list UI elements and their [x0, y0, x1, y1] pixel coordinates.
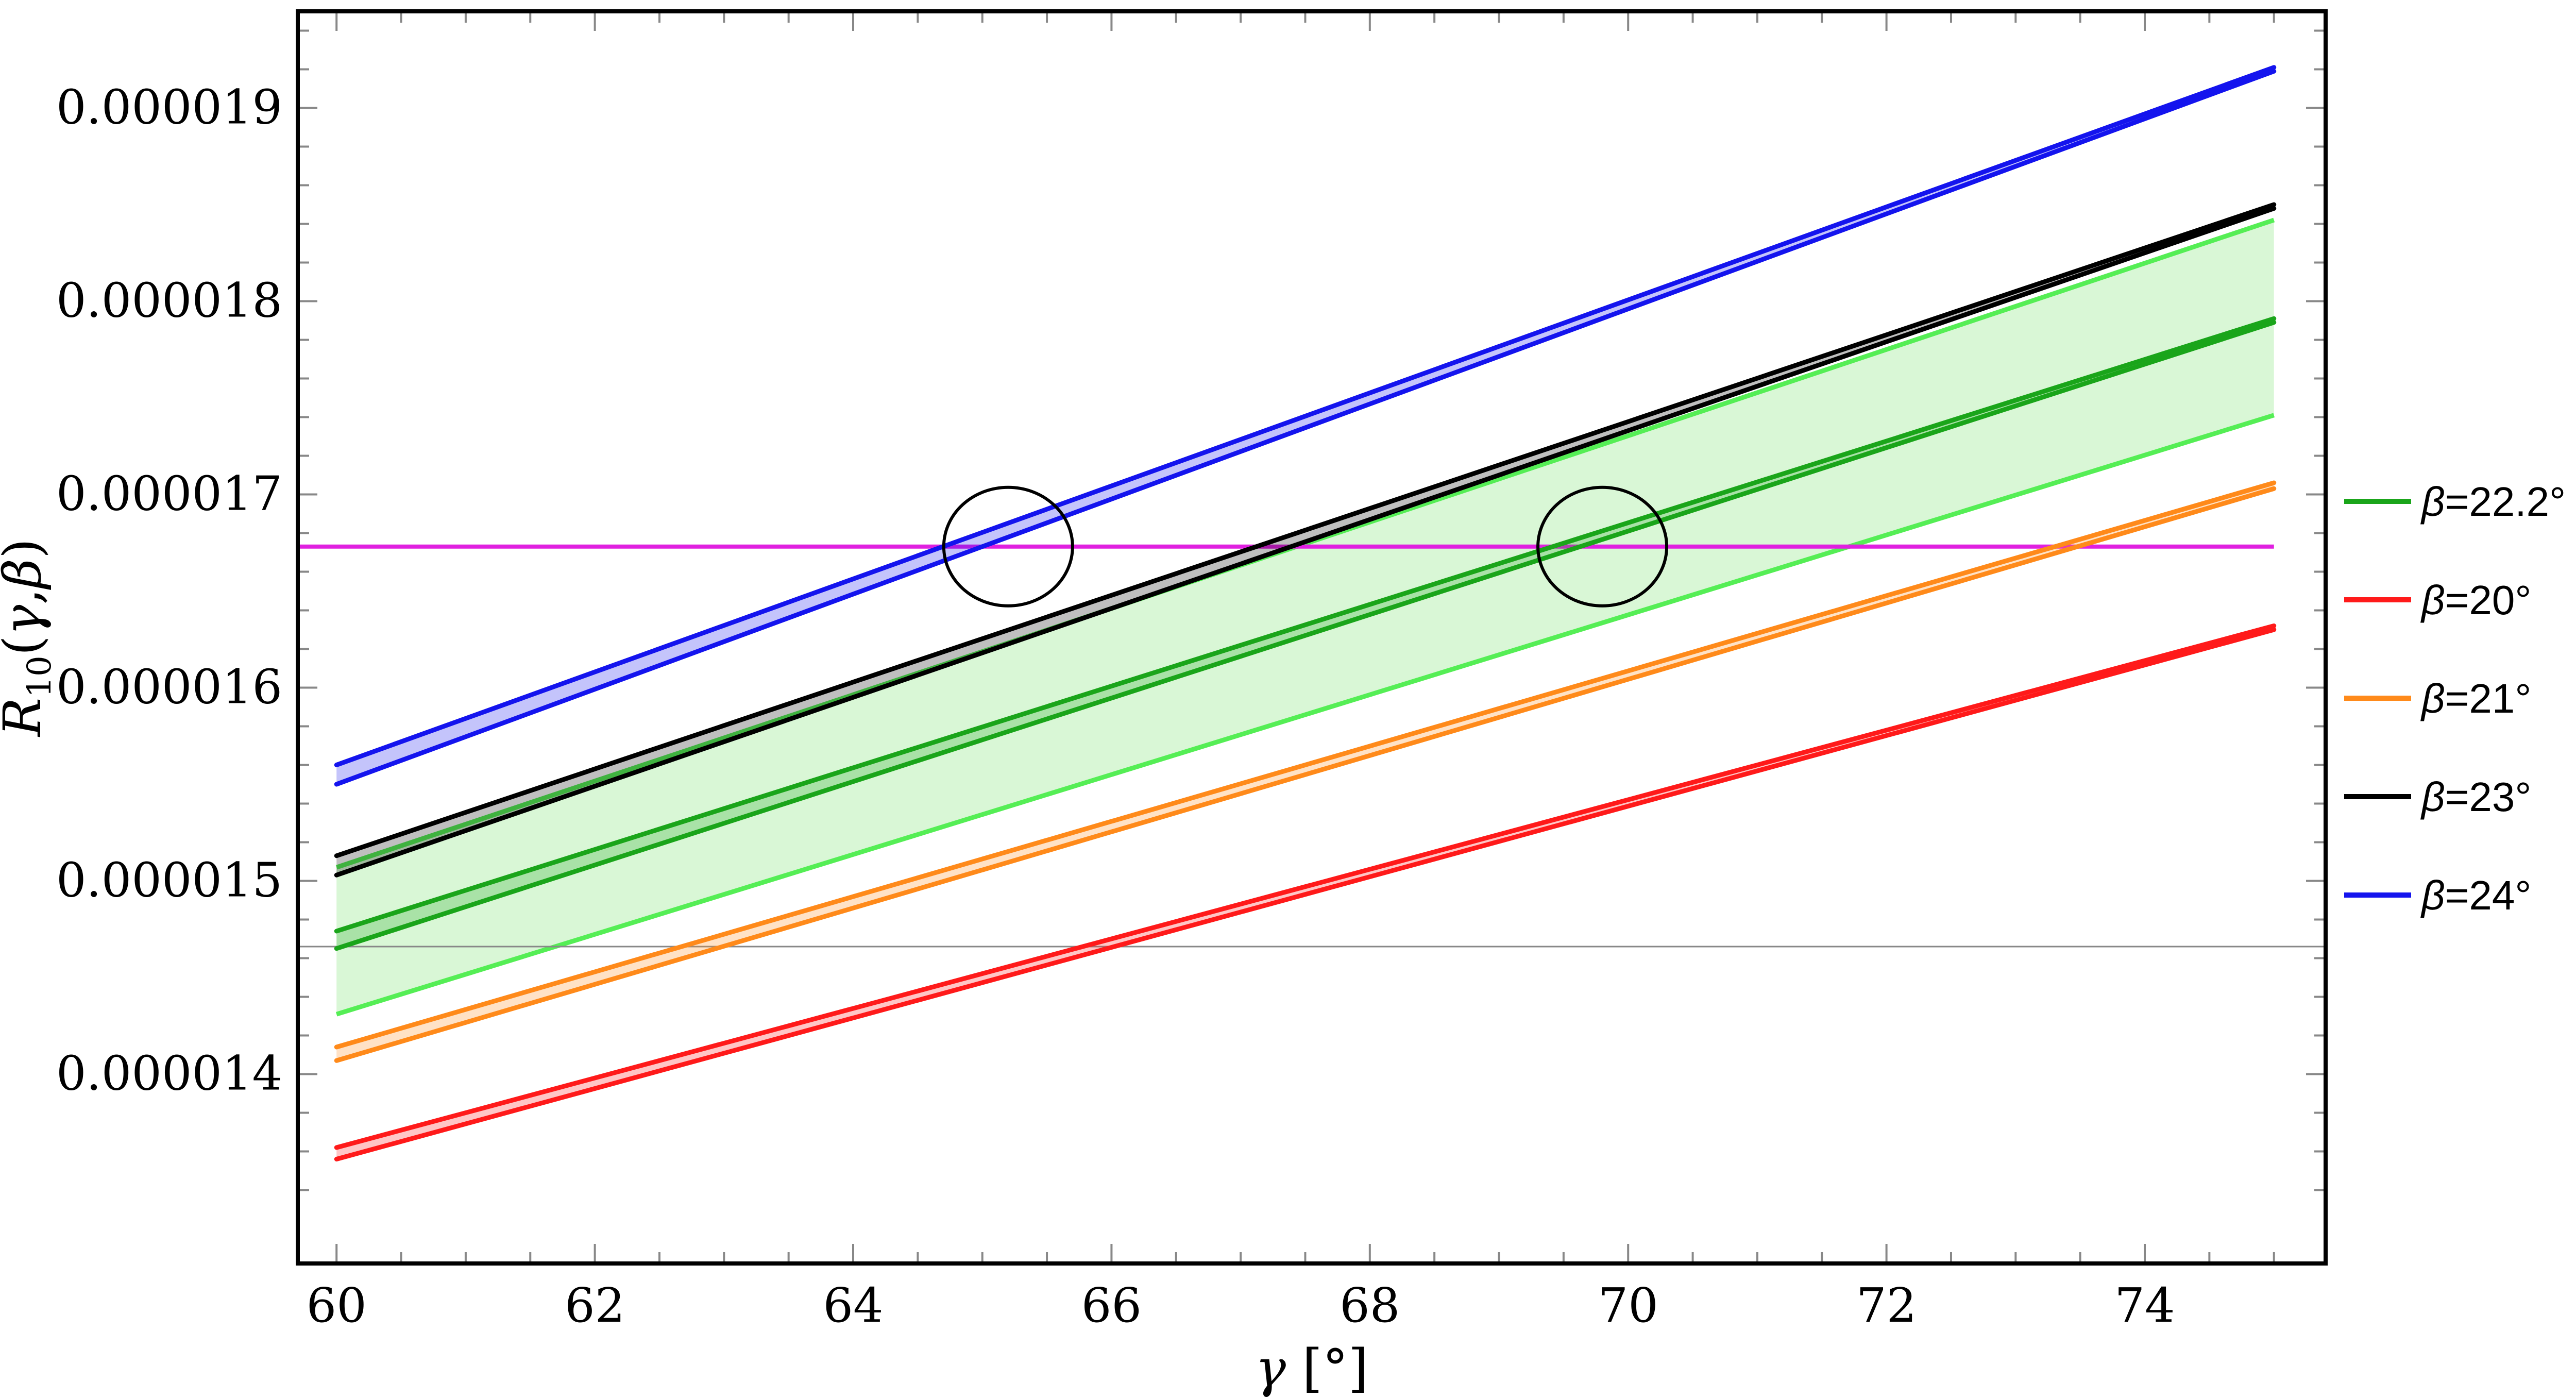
y-tick-label: 0.000015 — [56, 853, 282, 908]
series-5-line-2 — [334, 69, 2277, 787]
legend-label-4: β=23° — [2420, 774, 2531, 820]
series-4-line-2 — [334, 206, 2277, 878]
band-lower-edge — [335, 413, 2275, 1017]
series-2-line-1 — [334, 623, 2277, 1150]
series-layer — [334, 65, 2277, 1161]
x-tick-label: 64 — [823, 1278, 883, 1333]
y-tick-label: 0.000019 — [56, 80, 282, 135]
x-tick-labels: 60 62 64 66 68 70 72 74 — [307, 1278, 2175, 1333]
x-tick-label: 62 — [565, 1278, 625, 1333]
series-3-line-2 — [334, 486, 2277, 1063]
series-5-line-1 — [334, 65, 2277, 767]
y-tick-labels: 0.000014 0.000015 0.000016 0.000017 0.000018… — [56, 80, 282, 1101]
y-tick-label: 0.000014 — [56, 1046, 282, 1101]
legend-label-1: β=22.2° — [2420, 479, 2566, 525]
highlight-circle-1 — [942, 485, 1074, 608]
legend-label-3: β=21° — [2420, 676, 2531, 721]
shaded-band — [336, 220, 2274, 1015]
series-4-line-1 — [334, 202, 2277, 858]
series-1-line-2 — [334, 320, 2277, 951]
x-tick-label: 74 — [2114, 1278, 2175, 1333]
x-tick-label: 60 — [307, 1278, 367, 1333]
plot-frame — [296, 9, 2328, 1266]
y-axis-label: R10(γ,β) — [0, 538, 59, 737]
x-axis-label: γ [°] — [1255, 1338, 1368, 1398]
legend: β=22.2° β=20° β=21° β=23° β=24° — [2344, 479, 2566, 918]
y-tick-label: 0.000016 — [56, 660, 282, 715]
svg-text:R10(γ,β): R10(γ,β) — [0, 538, 59, 737]
highlight-circle-2 — [1536, 485, 1669, 608]
series-3-line-1 — [334, 480, 2277, 1050]
x-tick-label: 70 — [1598, 1278, 1658, 1333]
legend-label-2: β=20° — [2420, 577, 2531, 623]
x-tick-label: 72 — [1856, 1278, 1917, 1333]
legend-label-5: β=24° — [2420, 872, 2531, 918]
series-1-line-1 — [334, 316, 2277, 934]
x-tick-label: 66 — [1081, 1278, 1142, 1333]
circles-layer — [942, 485, 1669, 608]
y-tick-label: 0.000018 — [56, 273, 282, 328]
series-2-line-2 — [334, 627, 2277, 1161]
x-tick-label: 68 — [1340, 1278, 1400, 1333]
y-tick-label: 0.000017 — [56, 466, 282, 521]
